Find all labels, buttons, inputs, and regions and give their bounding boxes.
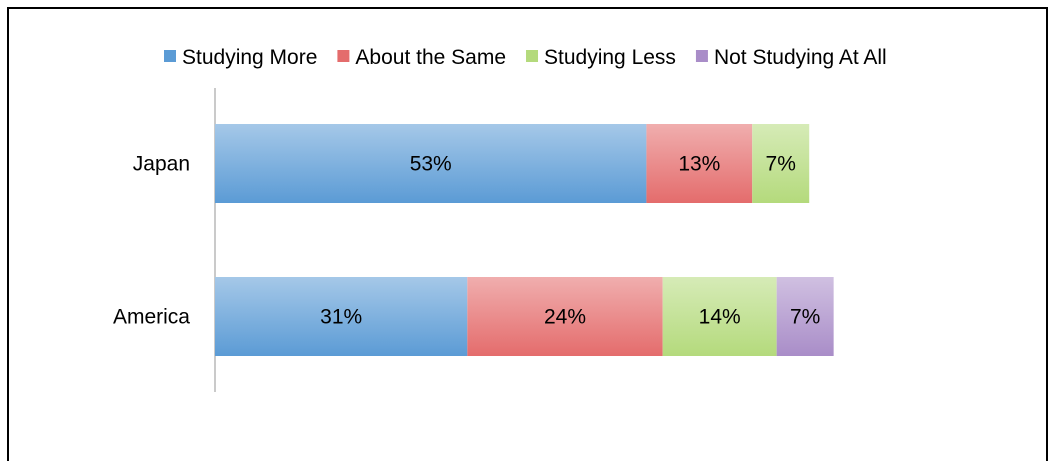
legend-swatch-studying-less bbox=[526, 50, 539, 62]
legend-swatch-studying-more bbox=[164, 50, 176, 62]
data-label-america-studying-more: 31% bbox=[320, 306, 362, 329]
bars-group bbox=[215, 124, 834, 356]
data-label-america-not-studying-at-all: 7% bbox=[790, 306, 820, 329]
legend-swatch-not-studying-at-all bbox=[695, 50, 708, 62]
legend-label-not-studying-at-all: Not Studying At All bbox=[714, 46, 887, 69]
data-label-japan-studying-less: 7% bbox=[766, 153, 796, 176]
bar-america-not-studying-at-all bbox=[776, 277, 834, 356]
bar-america-studying-more bbox=[215, 277, 468, 356]
legend-label-studying-more: Studying More bbox=[182, 46, 317, 69]
category-label-america: America bbox=[113, 306, 190, 329]
data-label-america-studying-less: 14% bbox=[699, 306, 741, 329]
data-label-america-about-the-same: 24% bbox=[544, 306, 586, 329]
bar-japan-studying-less bbox=[752, 124, 810, 203]
chart-frame bbox=[7, 7, 1048, 461]
bar-america-about-the-same bbox=[467, 277, 663, 356]
data-label-japan-about-the-same: 13% bbox=[678, 153, 720, 176]
legend: Studying More About the Same Studying Less… bbox=[164, 46, 887, 69]
category-label-japan: Japan bbox=[133, 153, 190, 176]
data-label-japan-studying-more: 53% bbox=[410, 153, 452, 176]
bar-japan-studying-more bbox=[215, 124, 647, 203]
bar-america-studying-less bbox=[662, 277, 777, 356]
value-labels: 53% 13% 7% 31% 24% 14% 7% bbox=[320, 153, 820, 329]
legend-swatch-about-the-same bbox=[337, 50, 350, 62]
category-labels: Japan America bbox=[113, 153, 190, 329]
bar-japan-about-the-same bbox=[646, 124, 753, 203]
legend-label-studying-less: Studying Less bbox=[544, 46, 676, 69]
legend-label-about-the-same: About the Same bbox=[355, 46, 506, 69]
